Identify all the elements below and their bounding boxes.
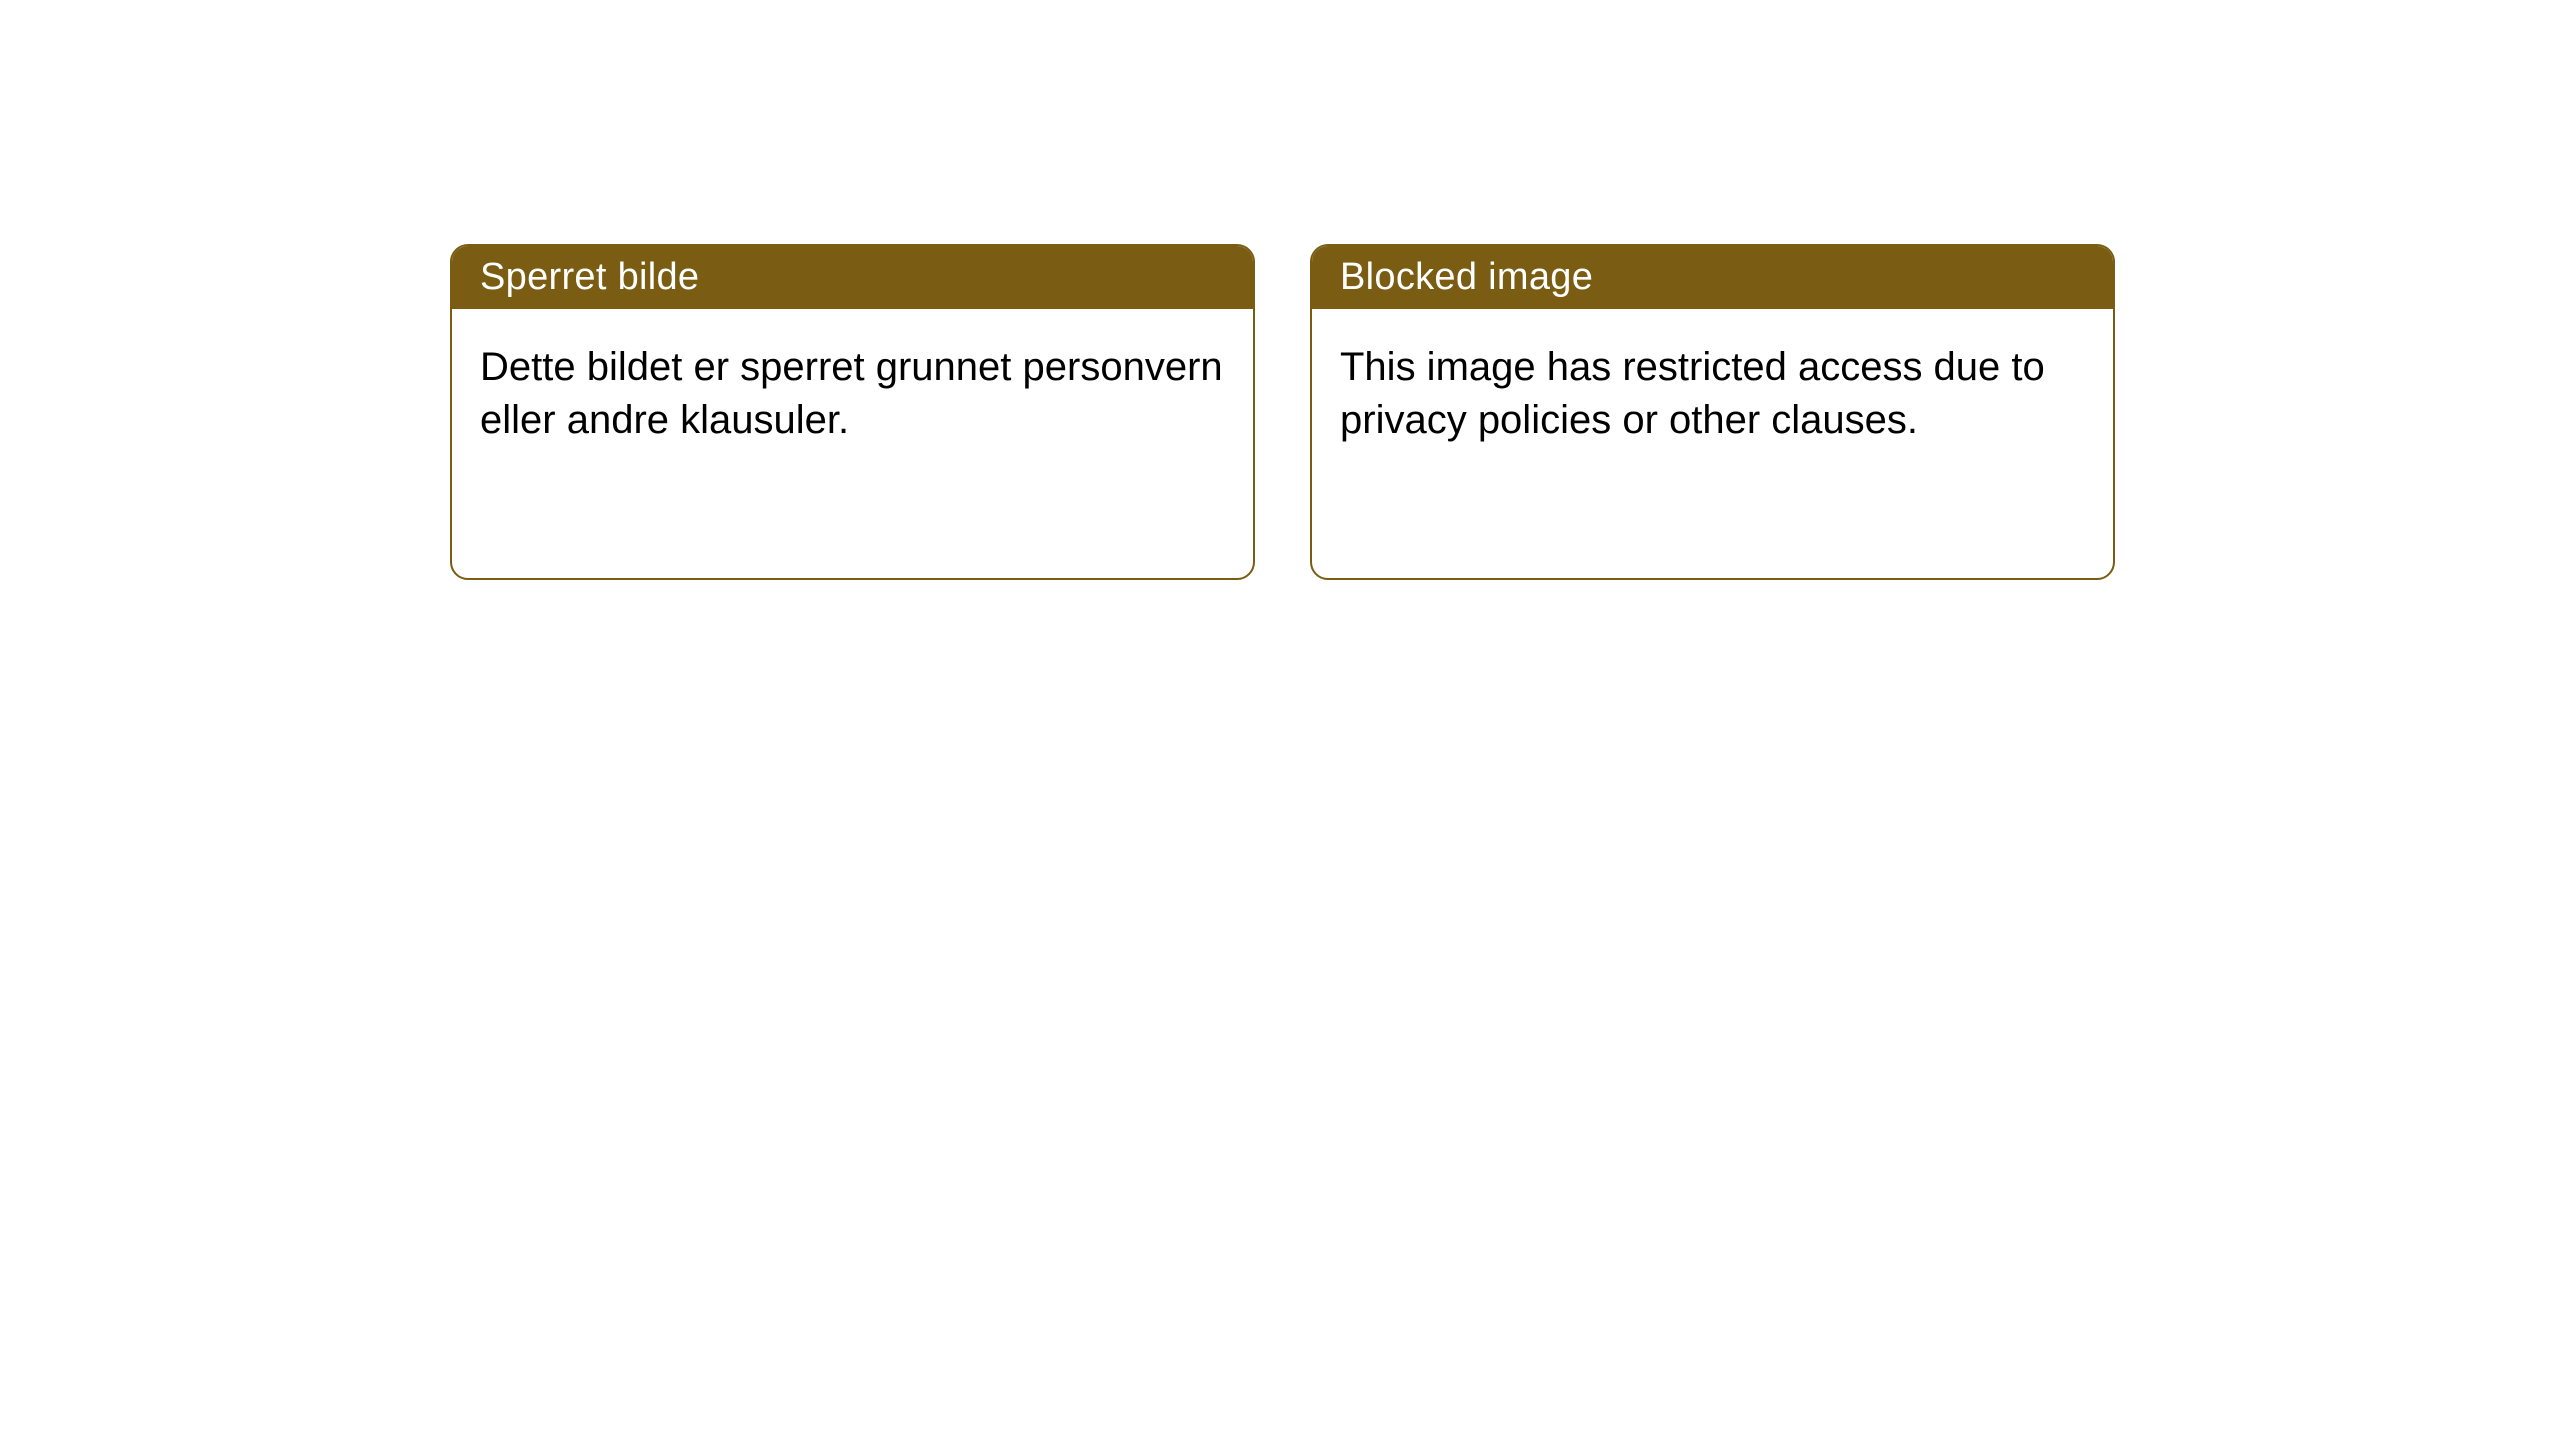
notice-header-norwegian: Sperret bilde [452, 246, 1253, 309]
notice-container: Sperret bilde Dette bildet er sperret gr… [0, 0, 2560, 580]
notice-card-english: Blocked image This image has restricted … [1310, 244, 2115, 580]
notice-body-norwegian: Dette bildet er sperret grunnet personve… [452, 309, 1253, 479]
notice-header-english: Blocked image [1312, 246, 2113, 309]
notice-body-english: This image has restricted access due to … [1312, 309, 2113, 479]
notice-card-norwegian: Sperret bilde Dette bildet er sperret gr… [450, 244, 1255, 580]
